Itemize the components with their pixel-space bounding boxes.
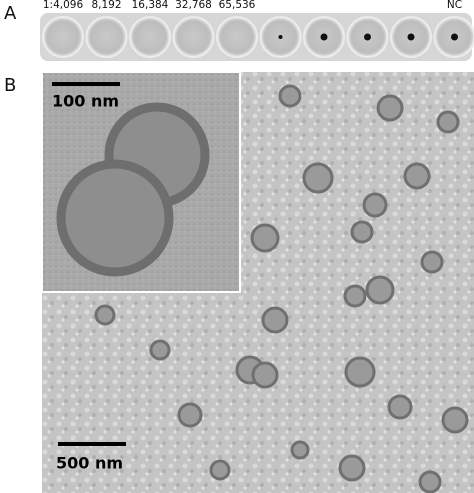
virion (251, 361, 279, 389)
dilution-label: NC (447, 0, 462, 11)
dilution-label: 65,536 (219, 0, 256, 11)
virion (365, 275, 395, 305)
virion (302, 162, 334, 194)
rbc-button (320, 33, 328, 41)
virion (261, 306, 289, 334)
virion (387, 394, 413, 420)
dilution-label: 8,192 (91, 0, 121, 11)
rbc-button (278, 35, 283, 39)
virion (362, 192, 388, 218)
virion (209, 459, 231, 481)
dilution-label: 32,768 (175, 0, 212, 11)
virion (344, 356, 376, 388)
well (216, 16, 258, 58)
well (85, 16, 128, 58)
virion (177, 402, 203, 428)
virion (376, 94, 404, 122)
panel-label: A (4, 3, 17, 24)
well (42, 16, 84, 58)
inset-virion (56, 159, 174, 277)
rbc-button (364, 33, 371, 41)
scale-bar-label: 500 nm (56, 454, 123, 473)
rbc-button (407, 33, 415, 41)
virion (436, 110, 460, 134)
virion (343, 284, 367, 308)
scale-bar-label: 100 nm (52, 92, 119, 111)
virion (94, 304, 116, 326)
well (129, 16, 171, 58)
panel-label: B (4, 75, 16, 96)
virion (420, 250, 444, 274)
virion (403, 162, 431, 190)
wells (42, 16, 474, 58)
virion (290, 440, 310, 460)
virion (350, 220, 374, 244)
well (172, 16, 215, 58)
virion (338, 454, 366, 482)
dilution-label: 16,384 (132, 0, 169, 11)
virion (250, 223, 280, 253)
virion (278, 84, 302, 108)
dilution-label: 1:4,096 (43, 0, 84, 11)
virion (441, 406, 469, 434)
virion (418, 470, 442, 493)
rbc-button (451, 33, 458, 41)
virions (94, 84, 469, 493)
virion (149, 339, 171, 361)
